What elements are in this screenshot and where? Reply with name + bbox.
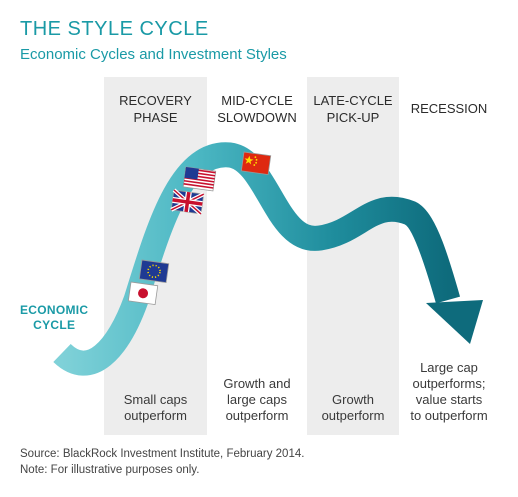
eu-flag xyxy=(138,259,170,284)
outcome-line: Large cap xyxy=(420,360,478,375)
outcome-late-cycle: Growth outperform xyxy=(307,392,399,424)
page-subtitle: Economic Cycles and Investment Styles xyxy=(20,46,287,63)
us-flag xyxy=(182,166,217,192)
phase-recession: RECESSION xyxy=(399,100,499,117)
cycle-arrowhead xyxy=(426,300,483,344)
outcome-line: outperform xyxy=(321,408,385,423)
outcome-line: Growth and xyxy=(223,376,291,391)
phase-recovery: RECOVERY PHASE xyxy=(104,92,207,126)
late-cycle-band xyxy=(307,77,399,435)
outcome-line: Growth xyxy=(332,392,374,407)
outcome-line: large caps xyxy=(227,392,287,407)
outcome-line: outperform xyxy=(124,408,187,423)
outcome-recession: Large cap outperforms; value starts to o… xyxy=(399,360,499,424)
phase-late-cycle-line2: PICK-UP xyxy=(326,110,380,125)
phase-recession-line1: RECESSION xyxy=(410,101,488,116)
outcome-line: outperforms; xyxy=(412,376,486,391)
outcome-recovery: Small caps outperform xyxy=(104,392,207,424)
economic-cycle-label: ECONOMIC CYCLE xyxy=(20,303,88,333)
phase-mid-cycle: MID-CYCLE SLOWDOWN xyxy=(207,92,307,126)
phase-recovery-line1: RECOVERY xyxy=(119,93,192,108)
phase-mid-cycle-line1: MID-CYCLE xyxy=(221,93,293,108)
china-flag xyxy=(240,151,272,176)
outcome-mid-cycle: Growth and large caps outperform xyxy=(207,376,307,424)
phase-mid-cycle-line2: SLOWDOWN xyxy=(217,110,297,125)
japan-flag xyxy=(127,281,159,306)
outcome-line: Small caps xyxy=(123,392,188,407)
phase-recovery-line2: PHASE xyxy=(133,110,178,125)
outcome-line: to outperform xyxy=(410,408,488,423)
economic-cycle-line1: ECONOMIC xyxy=(20,303,89,317)
page-title: THE STYLE CYCLE xyxy=(20,18,209,40)
uk-flag xyxy=(170,188,205,216)
economic-cycle-ribbon xyxy=(53,142,461,376)
source-note: Source: BlackRock Investment Institute, … xyxy=(20,448,305,460)
outcome-line: outperform xyxy=(225,408,289,423)
illustrative-note: Note: For illustrative purposes only. xyxy=(20,464,200,476)
economic-cycle-line2: CYCLE xyxy=(33,318,76,332)
outcome-line: value starts xyxy=(415,392,483,407)
phase-late-cycle-line1: LATE-CYCLE xyxy=(313,93,393,108)
phase-late-cycle: LATE-CYCLE PICK-UP xyxy=(307,92,399,126)
